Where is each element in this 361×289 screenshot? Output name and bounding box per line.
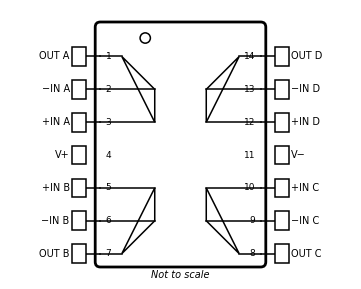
Text: 7: 7: [105, 249, 111, 258]
Text: −IN B: −IN B: [42, 216, 70, 226]
Text: Not to scale: Not to scale: [151, 271, 210, 280]
Circle shape: [140, 33, 151, 43]
Bar: [72, 244, 86, 263]
Bar: [275, 244, 289, 263]
Bar: [275, 179, 289, 197]
FancyBboxPatch shape: [95, 22, 266, 267]
Text: 6: 6: [105, 216, 111, 225]
Text: OUT D: OUT D: [291, 51, 323, 62]
Bar: [275, 80, 289, 99]
Text: 1: 1: [105, 52, 111, 61]
Bar: [275, 47, 289, 66]
Text: OUT C: OUT C: [291, 249, 322, 259]
Bar: [72, 47, 86, 66]
Bar: [72, 179, 86, 197]
Text: 2: 2: [105, 85, 111, 94]
Text: −IN D: −IN D: [291, 84, 321, 94]
Bar: [275, 212, 289, 230]
Text: 9: 9: [250, 216, 256, 225]
Text: −IN A: −IN A: [42, 84, 70, 94]
Text: 12: 12: [244, 118, 256, 127]
Text: 13: 13: [244, 85, 256, 94]
Text: +IN A: +IN A: [42, 117, 70, 127]
Text: −IN C: −IN C: [291, 216, 319, 226]
Text: 11: 11: [244, 151, 256, 160]
Bar: [72, 212, 86, 230]
Text: V−: V−: [291, 150, 306, 160]
Text: 5: 5: [105, 184, 111, 192]
Bar: [72, 113, 86, 131]
Bar: [72, 80, 86, 99]
Bar: [275, 113, 289, 131]
Bar: [275, 146, 289, 164]
Text: +IN C: +IN C: [291, 183, 319, 193]
Text: 3: 3: [105, 118, 111, 127]
Text: +IN B: +IN B: [42, 183, 70, 193]
Text: +IN D: +IN D: [291, 117, 320, 127]
Text: 10: 10: [244, 184, 256, 192]
Text: OUT B: OUT B: [39, 249, 70, 259]
Text: 14: 14: [244, 52, 256, 61]
Bar: [72, 146, 86, 164]
Text: V+: V+: [55, 150, 70, 160]
Text: 4: 4: [105, 151, 111, 160]
Text: 8: 8: [250, 249, 256, 258]
Text: OUT A: OUT A: [39, 51, 70, 62]
